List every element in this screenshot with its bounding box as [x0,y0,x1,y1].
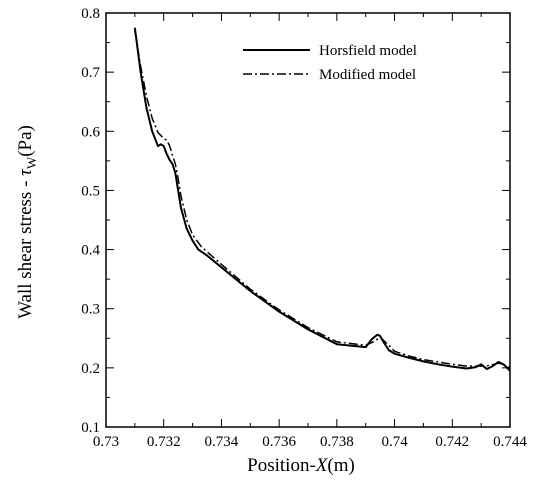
x-tick-label: 0.744 [493,434,527,450]
y-axis-title-prefix: Wall shear stress - [15,176,36,319]
y-tick-label: 0.8 [81,6,100,22]
y-tick-label: 0.7 [81,65,100,81]
series-layer [133,27,511,372]
x-tick-label: 0.742 [435,434,469,450]
y-tick-label: 0.3 [81,302,100,318]
x-tick-label: 0.734 [205,434,239,450]
y-tick-label: 0.2 [81,361,100,377]
x-axis-title-var: X [315,455,329,476]
y-axis-title-var: τ [15,168,36,176]
y-tick-label: 0.1 [81,420,100,436]
plot-frame [105,12,511,428]
x-tick-label: 0.73 [93,434,119,450]
x-axis-title-prefix: Position- [247,455,316,476]
y-tick-label: 0.4 [81,243,100,259]
x-tick-label: 0.74 [381,434,408,450]
legend-label-modified: Modified model [319,67,416,83]
x-axis-title-suffix: (m) [327,455,354,476]
y-axis-title-suffix: (Pa) [15,125,36,157]
tick-marks [105,12,511,428]
x-axis-title: Position-X(m) [247,455,355,476]
tick-labels: 0.73 0.732 0.734 0.736 0.738 0.74 0.742 0.744 0.… [81,6,527,450]
x-tick-label: 0.732 [147,434,181,450]
y-tick-label: 0.6 [81,124,100,140]
legend-label-horsfield: Horsfield model [319,43,417,59]
y-tick-label: 0.5 [81,183,100,199]
y-axis-title: Wall shear stress - τW(Pa) [15,125,39,319]
y-axis-title-sub: W [24,156,39,169]
x-tick-label: 0.738 [320,434,354,450]
x-tick-label: 0.736 [262,434,296,450]
series-line-horsfield [133,27,511,372]
legend: Horsfield model Modified model [243,43,417,83]
series-line-modified [134,30,511,369]
